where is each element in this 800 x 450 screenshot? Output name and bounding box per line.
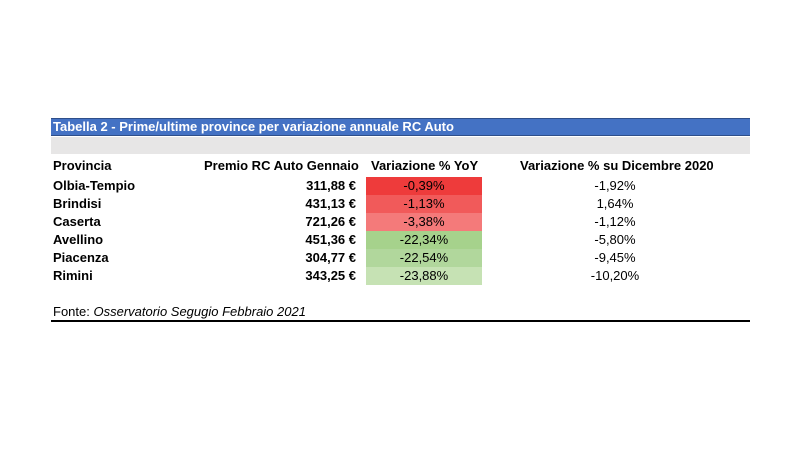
variazione-yoy-cell: -22,34% [399, 232, 449, 247]
variazione-yoy-cell: -23,88% [399, 268, 449, 283]
variazione-yoy-cell: -3,38% [403, 214, 445, 229]
header-provincia: Provincia [53, 158, 112, 173]
premio-cell: 304,77 € [305, 250, 356, 265]
bottom-divider [51, 320, 750, 322]
yoy-heat-cell [366, 177, 482, 195]
header-variazione-yoy: Variazione % YoY [371, 158, 479, 173]
yoy-heat-cell [366, 195, 482, 213]
yoy-heat-cell [366, 231, 482, 249]
table-row: Brindisi 431,13 € -1,13% 1,64% [0, 195, 800, 213]
source-note: Fonte: Osservatorio Segugio Febbraio 202… [53, 304, 306, 320]
premio-cell: 311,88 € [306, 178, 356, 193]
provincia-cell: Brindisi [53, 196, 102, 211]
premio-cell: 451,36 € [305, 232, 356, 247]
table-row: Rimini 343,25 € -23,88% -10,20% [0, 267, 800, 285]
header-variazione-dicembre: Variazione % su Dicembre 2020 [520, 158, 714, 173]
premio-cell: 721,26 € [305, 214, 356, 229]
provincia-cell: Olbia-Tempio [53, 178, 136, 193]
provincia-cell: Avellino [53, 232, 104, 247]
variazione-yoy-cell: -22,54% [399, 250, 449, 265]
yoy-heat-cell [366, 267, 482, 285]
table-row: Caserta 721,26 € -3,38% -1,12% [0, 213, 800, 231]
yoy-heat-cell [366, 249, 482, 267]
variazione-dicembre-cell: -5,80% [594, 232, 636, 247]
premio-cell: 431,13 € [305, 196, 356, 211]
variazione-dicembre-cell: 1,64% [596, 196, 634, 211]
variazione-dicembre-cell: -1,12% [594, 214, 636, 229]
header-premio: Premio RC Auto Gennaio [204, 158, 359, 173]
variazione-yoy-cell: -0,39% [403, 178, 445, 193]
premio-cell: 343,25 € [305, 268, 356, 283]
variazione-dicembre-cell: -1,92% [594, 178, 636, 193]
header-band [51, 137, 750, 154]
yoy-heat-cell [366, 213, 482, 231]
provincia-cell: Rimini [53, 268, 93, 283]
table-row: Olbia-Tempio 311,88 € -0,39% -1,92% [0, 177, 800, 195]
table-row: Avellino 451,36 € -22,34% -5,80% [0, 231, 800, 249]
table-row: Piacenza 304,77 € -22,54% -9,45% [0, 249, 800, 267]
provincia-cell: Caserta [53, 214, 101, 229]
source-text: Osservatorio Segugio Febbraio 2021 [93, 304, 306, 319]
variazione-dicembre-cell: -9,45% [594, 250, 636, 265]
variazione-yoy-cell: -1,13% [403, 196, 445, 211]
variazione-dicembre-cell: -10,20% [590, 268, 640, 283]
provincia-cell: Piacenza [53, 250, 109, 265]
table-title: Tabella 2 - Prime/ultime province per va… [53, 119, 454, 134]
source-label: Fonte: [53, 304, 90, 319]
table-title-bar: Tabella 2 - Prime/ultime province per va… [51, 118, 750, 136]
